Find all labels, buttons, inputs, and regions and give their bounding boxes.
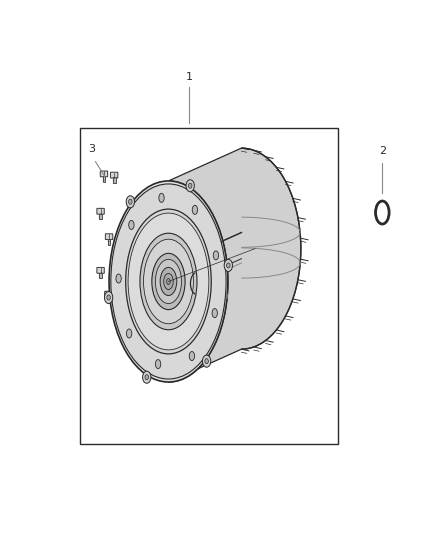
Ellipse shape [189,352,194,361]
Ellipse shape [107,295,110,300]
Ellipse shape [186,180,194,192]
Bar [99,273,102,278]
Ellipse shape [116,274,121,283]
Ellipse shape [104,292,113,304]
FancyBboxPatch shape [106,234,113,239]
Bar [102,176,106,182]
Ellipse shape [188,183,192,188]
Text: 1: 1 [185,72,192,83]
Ellipse shape [164,273,173,289]
Ellipse shape [213,251,219,260]
Ellipse shape [143,371,151,383]
Ellipse shape [127,329,132,338]
Ellipse shape [212,309,217,318]
Bar [113,177,116,183]
Ellipse shape [128,213,209,350]
Ellipse shape [144,239,194,324]
Ellipse shape [140,233,197,330]
Bar [107,296,110,302]
Ellipse shape [126,209,211,354]
Bar [99,214,102,219]
Bar [108,239,110,245]
Text: 3: 3 [88,144,95,154]
Ellipse shape [155,360,161,369]
Ellipse shape [192,205,198,214]
Ellipse shape [224,260,233,271]
Ellipse shape [129,221,134,230]
Ellipse shape [159,193,164,203]
Ellipse shape [202,355,211,367]
FancyBboxPatch shape [100,171,108,177]
Ellipse shape [152,253,185,310]
Ellipse shape [111,184,226,379]
FancyBboxPatch shape [105,291,112,297]
Ellipse shape [128,199,132,204]
FancyBboxPatch shape [97,208,104,214]
Ellipse shape [160,268,177,296]
Polygon shape [169,148,301,382]
Ellipse shape [167,278,170,285]
Ellipse shape [126,196,134,208]
Bar [80,127,338,443]
Ellipse shape [155,260,181,304]
Ellipse shape [205,359,208,364]
FancyBboxPatch shape [110,172,118,178]
FancyBboxPatch shape [97,268,104,273]
Ellipse shape [226,263,230,268]
Ellipse shape [145,375,148,379]
Text: 2: 2 [379,146,386,156]
Ellipse shape [109,181,228,382]
